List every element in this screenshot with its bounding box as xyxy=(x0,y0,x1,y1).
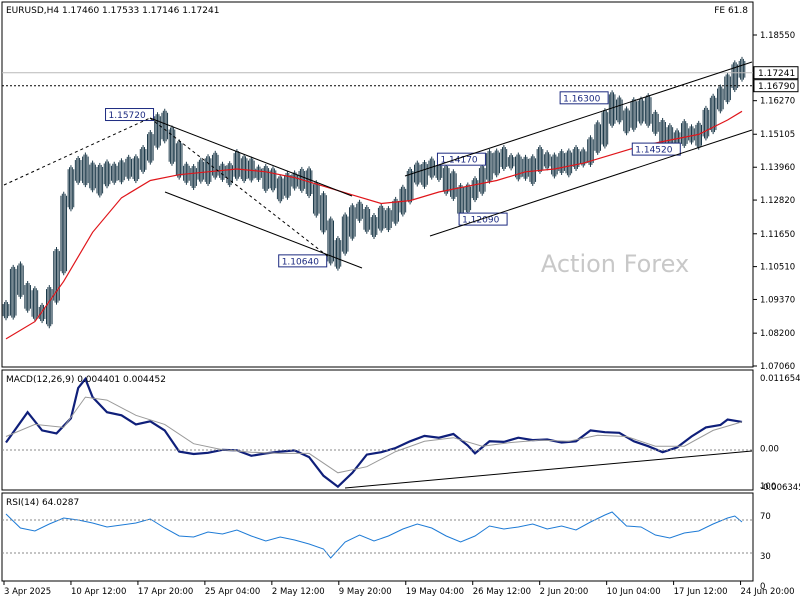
rsi-line xyxy=(5,511,743,559)
rsi-tick-label: 100 xyxy=(760,482,776,492)
rsi-tick-label: 0 xyxy=(760,582,765,592)
price-bars xyxy=(2,56,746,329)
macd-title: MACD(12,26,9) 0.004401 0.004452 xyxy=(6,375,166,385)
price-tick-label: 1.11650 xyxy=(760,230,795,240)
price-label-text: 1.12090 xyxy=(462,216,499,226)
trendline-rise-dashed xyxy=(3,117,151,186)
macd-panel-border xyxy=(1,369,754,491)
macd-signal-line xyxy=(5,396,743,474)
macd-tick-label: 0.00 xyxy=(760,445,779,455)
price-tag-text: 1.17241 xyxy=(758,69,795,79)
price-tick-label: 1.07060 xyxy=(760,362,795,372)
time-tick-label: 19 May 04:00 xyxy=(406,587,464,597)
symbol-header: EURUSD,H4 1.17460 1.17533 1.17146 1.1724… xyxy=(6,6,219,16)
price-label-text: 1.10640 xyxy=(282,257,319,267)
trendline-fall-dashed xyxy=(149,117,331,259)
price-tick-label: 1.16270 xyxy=(760,97,795,107)
price-label-box xyxy=(105,108,155,122)
price-tag-box xyxy=(753,79,799,93)
macd-tick-label: 0.011654 xyxy=(760,374,800,384)
price-axis-ticks: 1.18550 1.16270 1.15105 1.13960 1.12820 1.116… xyxy=(753,31,795,372)
rsi-tick-label: 30 xyxy=(760,552,771,562)
watermark: Action Forex xyxy=(541,250,689,278)
price-tick-label: 1.08200 xyxy=(760,329,795,339)
price-tick-label: 1.10510 xyxy=(760,263,795,273)
price-tag-text: 1.16790 xyxy=(758,82,795,92)
time-tick-label: 17 Jun 12:00 xyxy=(674,587,728,597)
time-tick-label: 9 May 20:00 xyxy=(339,587,392,597)
rsi-title: RSI(14) 64.0287 xyxy=(6,498,79,508)
time-tick-label: 24 Jun 20:00 xyxy=(741,587,795,597)
price-tick-label: 1.18550 xyxy=(760,31,795,41)
time-tick-label: 25 Apr 04:00 xyxy=(205,587,260,597)
rsi-panel-border xyxy=(1,492,754,582)
time-tick-label: 2 May 12:00 xyxy=(272,587,325,597)
price-label-text: 1.14170 xyxy=(440,156,477,166)
time-tick-label: 3 Apr 2025 xyxy=(4,587,51,597)
macd-tick-label: -0.006345 xyxy=(760,483,800,493)
price-labels: 1.15720 1.10640 1.14170 1.12090 1.16300 1.145… xyxy=(105,91,681,268)
price-tick-label: 1.12820 xyxy=(760,196,795,206)
indicator-tag: FE 61.8 xyxy=(714,6,748,16)
rsi-tick-label: 70 xyxy=(760,512,771,522)
macd-line xyxy=(5,376,743,489)
sma-line xyxy=(5,110,743,340)
price-label-text: 1.16300 xyxy=(563,94,600,104)
price-tick-label: 1.09370 xyxy=(760,295,795,305)
price-panel-border xyxy=(1,1,754,368)
price-tags: 1.17241 1.16790 xyxy=(2,66,799,93)
rsi-axis-ticks: 100 70 30 0 xyxy=(760,482,776,592)
price-tag-box xyxy=(753,66,799,80)
time-tick-label: 26 May 12:00 xyxy=(473,587,531,597)
price-label-box xyxy=(631,142,681,156)
time-tick-label: 10 Jun 04:00 xyxy=(607,587,661,597)
trend-lines xyxy=(3,61,753,489)
time-tick-label: 10 Apr 12:00 xyxy=(71,587,126,597)
price-label-box xyxy=(559,91,609,105)
macd-divergence-line xyxy=(344,450,753,489)
price-label-text: 1.15720 xyxy=(109,111,146,121)
price-label-box xyxy=(436,152,486,166)
price-tick-label: 1.13960 xyxy=(760,163,795,173)
channel-down-lower xyxy=(164,191,363,269)
price-label-box xyxy=(278,254,328,268)
time-tick-label: 17 Apr 20:00 xyxy=(138,587,193,597)
time-axis-ticks: 3 Apr 2025 10 Apr 12:00 17 Apr 20:00 25 Apr… xyxy=(3,581,795,597)
price-label-text: 1.14520 xyxy=(635,146,672,156)
channel-down-upper xyxy=(149,117,353,197)
channel-up-lower xyxy=(429,129,753,237)
time-tick-label: 2 Jun 20:00 xyxy=(540,587,589,597)
price-tick-label: 1.15105 xyxy=(760,130,795,140)
macd-axis-ticks: 0.011654 0.00 -0.006345 xyxy=(760,374,800,493)
channel-up-upper xyxy=(404,61,753,177)
